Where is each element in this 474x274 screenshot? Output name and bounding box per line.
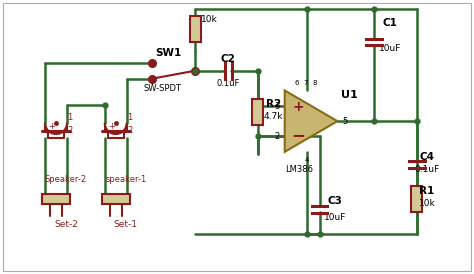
Text: 10uF: 10uF <box>379 44 401 53</box>
Bar <box>253 99 264 125</box>
Text: −: − <box>292 126 306 144</box>
Text: 10uF: 10uF <box>324 213 346 222</box>
Text: +: + <box>293 100 304 114</box>
Text: C2: C2 <box>220 54 236 64</box>
Text: 0.1uF: 0.1uF <box>414 165 439 174</box>
Bar <box>190 16 201 42</box>
Text: C1: C1 <box>383 18 398 28</box>
Text: U1: U1 <box>341 90 358 101</box>
Text: 10k: 10k <box>419 199 435 208</box>
Text: 1: 1 <box>127 113 132 122</box>
Text: 10k: 10k <box>201 15 218 24</box>
Bar <box>102 195 129 204</box>
Text: SW-SPDT: SW-SPDT <box>144 84 182 93</box>
Text: LM386: LM386 <box>284 165 313 174</box>
Bar <box>42 195 70 204</box>
Text: Set-1: Set-1 <box>114 219 137 229</box>
Text: Set-2: Set-2 <box>54 219 78 229</box>
Text: 6  7  8: 6 7 8 <box>295 79 318 85</box>
Polygon shape <box>285 90 337 152</box>
Text: 1: 1 <box>67 113 73 122</box>
Text: 0.1uF: 0.1uF <box>216 79 240 88</box>
Bar <box>411 187 422 212</box>
Text: R1: R1 <box>419 186 435 196</box>
Text: C4: C4 <box>419 152 434 162</box>
Text: 4: 4 <box>304 157 309 163</box>
Text: C3: C3 <box>328 196 343 206</box>
Text: +: + <box>49 122 55 131</box>
Text: SW1: SW1 <box>155 48 182 58</box>
Text: 3: 3 <box>274 102 280 111</box>
Text: +: + <box>108 122 115 131</box>
Text: 4.7k: 4.7k <box>264 112 283 121</box>
Text: 5: 5 <box>343 117 348 126</box>
Text: Speaker-2: Speaker-2 <box>44 175 86 184</box>
Text: R2: R2 <box>266 99 282 109</box>
Text: 2: 2 <box>274 132 279 141</box>
Text: speaker-1: speaker-1 <box>106 175 147 184</box>
Text: 2: 2 <box>127 125 132 135</box>
Text: 2: 2 <box>67 125 73 135</box>
